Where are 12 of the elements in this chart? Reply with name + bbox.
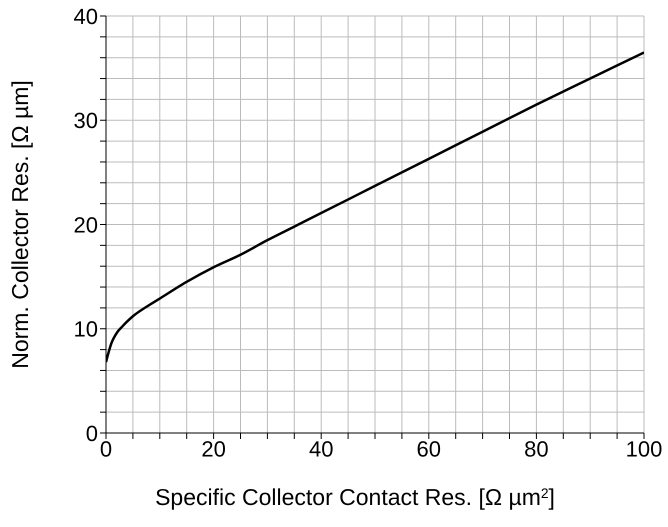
x-tick-label: 80 bbox=[524, 436, 549, 462]
y-tick-label: 30 bbox=[74, 108, 98, 134]
x-tick-label: 20 bbox=[201, 436, 226, 462]
x-tick-label: 60 bbox=[416, 436, 442, 462]
y-tick-label: 10 bbox=[74, 316, 98, 342]
x-axis-title: Specific Collector Contact Res. [Ω µm$^{2}$] bbox=[155, 484, 555, 510]
y-tick-label: 40 bbox=[74, 4, 98, 29]
y-tick-label: 0 bbox=[86, 420, 98, 446]
x-tick-label: 100 bbox=[626, 436, 662, 462]
y-axis-title: Norm. Collector Res. [Ω µm] bbox=[7, 80, 33, 369]
x-tick-label: 40 bbox=[308, 436, 334, 462]
y-tick-label: 20 bbox=[74, 212, 98, 238]
